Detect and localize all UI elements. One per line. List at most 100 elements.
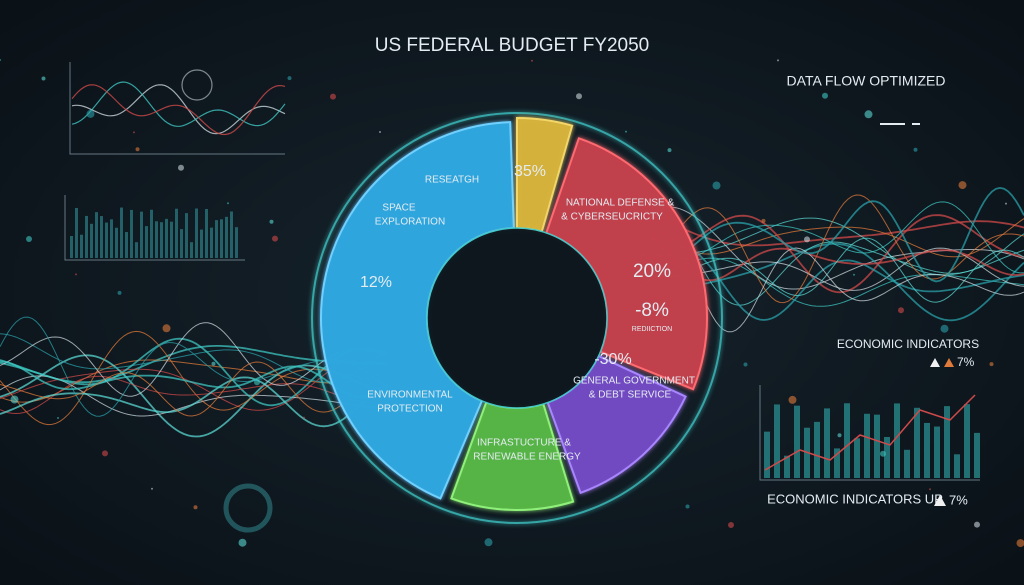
- mini-bar: [914, 407, 920, 478]
- mini-bar: [225, 216, 228, 258]
- mini-bar: [210, 227, 213, 258]
- donut: [320, 116, 708, 511]
- dot: [151, 487, 153, 490]
- dot: [712, 181, 721, 190]
- dot: [57, 417, 59, 419]
- mini-bar: [70, 236, 73, 258]
- mini-bar: [190, 242, 193, 258]
- mini-bar: [185, 213, 188, 258]
- mini-bar: [120, 207, 123, 258]
- mini-bar: [100, 216, 103, 258]
- mini-bar: [894, 403, 900, 478]
- segment-label: INFRASTUCTURE &: [477, 438, 571, 449]
- wave: [0, 337, 389, 407]
- mini-bar: [170, 221, 173, 258]
- dot: [576, 93, 582, 100]
- dot: [837, 433, 842, 438]
- dot: [1005, 202, 1007, 205]
- dot: [269, 219, 274, 224]
- segment-value: -30%: [594, 351, 631, 368]
- dot: [743, 362, 748, 367]
- segment-label: REDIICTION: [632, 326, 672, 333]
- mini-bar: [80, 234, 83, 258]
- mini-bar: [215, 220, 218, 258]
- mini-bar: [165, 218, 168, 258]
- mini-bar: [160, 222, 163, 258]
- dot: [272, 235, 278, 242]
- dot: [211, 361, 216, 366]
- dot: [853, 273, 855, 276]
- ring-icon: [181, 69, 213, 101]
- mini-bar: [125, 232, 128, 258]
- indicator-value: 7%: [949, 492, 968, 507]
- mini-bar: [864, 413, 870, 478]
- segment-label: & DEBT SERVICE: [589, 390, 672, 401]
- mini-bar: [934, 426, 940, 478]
- indicator-label: ECONOMIC INDICATORS: [837, 337, 979, 351]
- header-right: DATA FLOW OPTIMIZED: [787, 73, 946, 89]
- dot: [822, 92, 828, 99]
- dot: [26, 236, 32, 242]
- dot: [913, 147, 918, 152]
- mini-line: [71, 84, 286, 136]
- mini-bar: [75, 207, 78, 258]
- mini-bar: [205, 208, 208, 258]
- dot: [898, 307, 904, 314]
- ring-icon: [223, 483, 273, 533]
- mini-bar: [944, 406, 950, 478]
- dot: [162, 324, 171, 333]
- dot: [777, 59, 779, 62]
- dot: [484, 538, 493, 547]
- dot: [379, 131, 381, 133]
- mini-bar: [90, 223, 93, 258]
- mini-bar: [150, 209, 153, 258]
- chart-axis: [64, 195, 245, 261]
- dot: [1016, 539, 1024, 548]
- mini-line: [71, 81, 286, 127]
- mini-bar: [904, 449, 910, 478]
- segment-value: 20%: [633, 261, 671, 282]
- segment-label: GENERAL GOVERNMENT: [573, 376, 695, 387]
- mini-bar: [195, 208, 198, 258]
- chart-axis: [759, 385, 980, 481]
- wave: [639, 211, 1024, 258]
- mini-bar: [814, 421, 820, 478]
- mini-bar: [844, 403, 850, 478]
- wave: [639, 206, 1024, 290]
- wave: [639, 186, 1024, 283]
- mini-bar: [874, 414, 880, 478]
- dot: [940, 324, 949, 333]
- mini-bar: [834, 448, 840, 478]
- segment-label: EXPLORATION: [375, 217, 445, 228]
- dot: [193, 505, 198, 510]
- mini-bar: [924, 422, 930, 478]
- wave: [0, 350, 389, 411]
- mini-bar: [964, 404, 970, 478]
- dot: [728, 522, 734, 528]
- title: US FEDERAL BUDGET FY2050: [375, 35, 650, 56]
- mini-bar: [230, 211, 233, 258]
- wave: [639, 194, 1024, 304]
- dot: [102, 450, 108, 457]
- wave: [0, 322, 389, 397]
- mini-bar: [115, 227, 118, 258]
- mini-bar: [140, 211, 143, 258]
- indicator-label: ECONOMIC INDICATORS UP: [767, 491, 943, 506]
- dot: [864, 110, 873, 119]
- dot: [287, 76, 292, 81]
- mini-bar: [145, 226, 148, 258]
- up-icon: [934, 495, 946, 506]
- dot: [667, 148, 672, 153]
- up-icon: [930, 358, 940, 367]
- segment-label: NATIONAL DEFENSE &: [566, 198, 675, 209]
- dot: [929, 488, 931, 491]
- mini-bar: [110, 219, 113, 258]
- segment-value: -8%: [635, 300, 669, 321]
- wave: [0, 361, 389, 417]
- segment-value: 12%: [360, 274, 392, 291]
- mini-bar: [155, 221, 158, 258]
- segment-label: PROTECTION: [377, 404, 443, 415]
- mini-bar: [764, 431, 770, 478]
